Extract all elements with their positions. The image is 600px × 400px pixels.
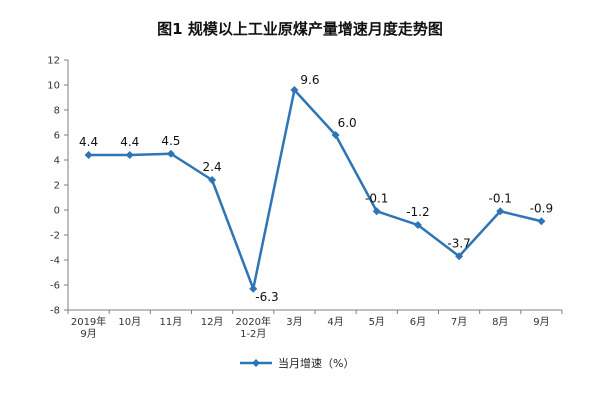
y-tick-label: 12 xyxy=(47,56,60,67)
x-tick-label: 1-2月 xyxy=(240,328,266,340)
data-point-marker xyxy=(125,151,134,159)
y-tick-label: 4 xyxy=(54,156,60,167)
y-tick-label: -2 xyxy=(50,231,60,242)
data-label: 4.4 xyxy=(120,135,139,149)
x-tick-label: 2020年 xyxy=(236,315,271,328)
legend-marker xyxy=(252,359,260,367)
y-tick-label: -4 xyxy=(50,256,60,267)
data-point-marker xyxy=(372,207,381,216)
data-point-marker xyxy=(290,86,299,94)
y-tick-label: 8 xyxy=(54,106,60,117)
data-label: -0.9 xyxy=(530,201,553,215)
data-point-marker xyxy=(166,149,175,158)
x-tick-label: 5月 xyxy=(369,316,385,328)
data-label: 2.4 xyxy=(203,160,222,174)
y-tick-label: 2 xyxy=(54,181,60,192)
data-label: 6.0 xyxy=(338,116,357,130)
x-tick-label: 4月 xyxy=(327,316,343,328)
y-tick-label: 0 xyxy=(54,206,60,217)
x-tick-label: 7月 xyxy=(451,316,467,328)
x-tick-label: 12月 xyxy=(201,316,224,328)
data-label: -0.1 xyxy=(489,191,512,205)
y-tick-label: -8 xyxy=(50,306,60,317)
data-point-marker xyxy=(249,284,258,293)
x-tick-label: 6月 xyxy=(410,316,426,328)
x-tick-label: 8月 xyxy=(492,316,508,328)
chart-title: 图1 规模以上工业原煤产量增速月度走势图 xyxy=(157,20,443,38)
x-tick-label: 11月 xyxy=(160,316,183,328)
legend-label: 当月增速（%） xyxy=(278,356,354,370)
data-point-marker xyxy=(537,217,546,226)
data-label: -3.7 xyxy=(447,236,470,250)
data-point-marker xyxy=(84,151,93,159)
data-label: 9.6 xyxy=(300,73,319,87)
data-point-marker xyxy=(208,176,217,184)
data-point-marker xyxy=(496,207,505,216)
data-point-marker xyxy=(413,221,422,229)
series-line xyxy=(88,88,542,290)
y-tick-label: 10 xyxy=(47,81,60,92)
y-tick-label: 6 xyxy=(54,131,60,142)
x-tick-label: 9月 xyxy=(80,328,96,340)
data-label: 4.5 xyxy=(161,134,180,148)
x-tick-label: 3月 xyxy=(286,316,302,328)
data-point-marker xyxy=(331,131,340,139)
data-label: -6.3 xyxy=(255,290,278,304)
x-tick-label: 10月 xyxy=(118,316,141,328)
x-tick-label: 2019年 xyxy=(71,315,106,328)
x-tick-label: 9月 xyxy=(533,316,549,328)
data-label: -0.1 xyxy=(365,191,388,205)
data-point-marker xyxy=(455,252,464,261)
y-tick-label: -6 xyxy=(50,281,60,292)
data-label: 4.4 xyxy=(79,135,98,149)
data-label: -1.2 xyxy=(406,205,429,219)
